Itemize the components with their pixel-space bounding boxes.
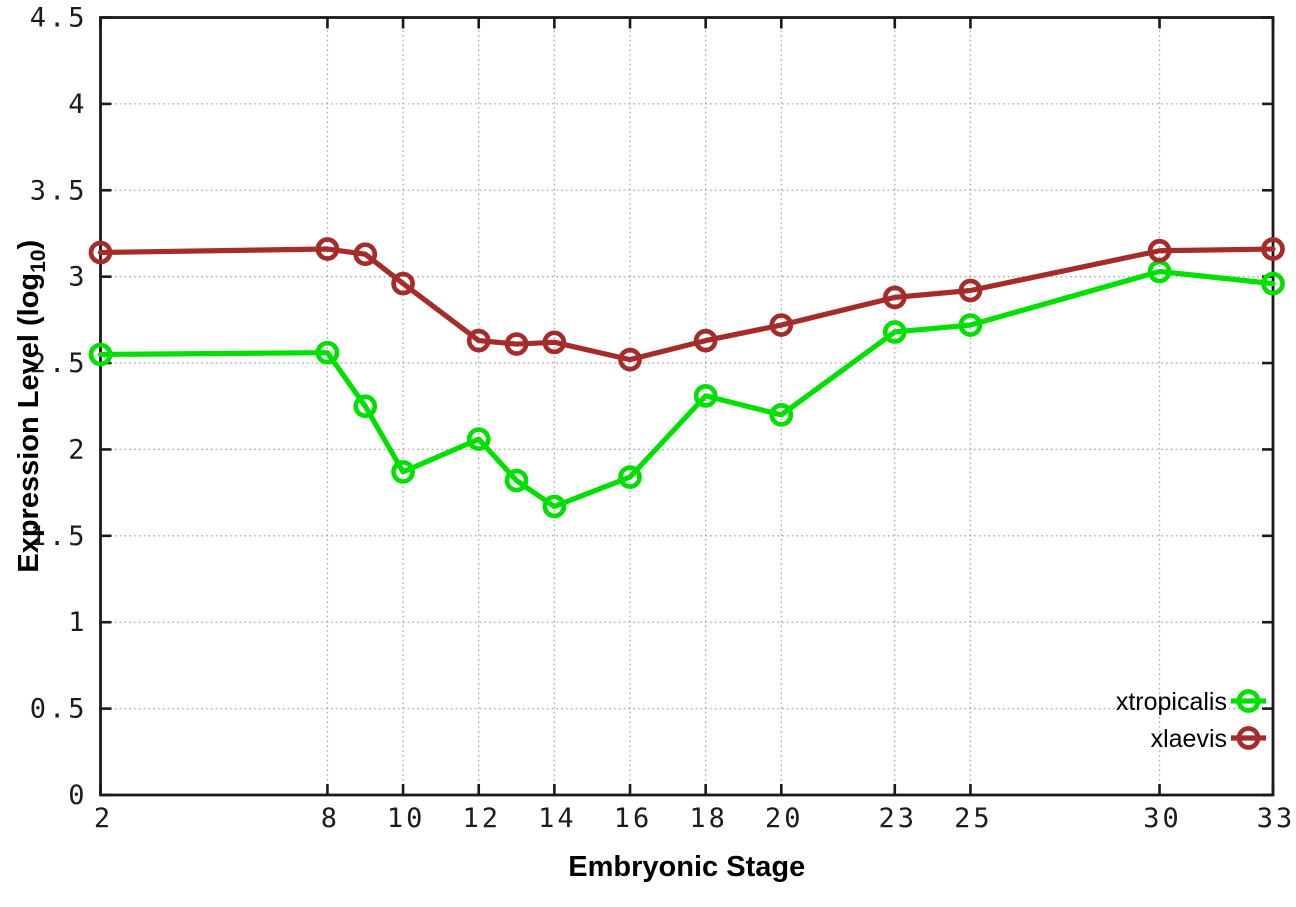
x-tick-label: 30: [1143, 803, 1182, 834]
series-xtropicalis: [88, 259, 1285, 519]
xlaevis-marker: [542, 330, 567, 355]
y-tick-labels: 0 0.5 1 1.5 2 2.5 3 3.5 4 4.5: [30, 3, 88, 812]
x-tick-label: 23: [879, 803, 918, 834]
xtropicalis-marker: [88, 342, 113, 367]
y-axis-title: Expression Level (log10): [13, 240, 50, 573]
y-tick-label: 0: [68, 780, 87, 811]
y-tick-label: 3: [68, 262, 87, 293]
legend-label: xlaevis: [1151, 725, 1227, 753]
xlaevis-marker: [618, 347, 642, 372]
x-tick-labels: 2 8 10 12 14 16 18 20 23 25 30 33: [94, 803, 1296, 834]
xlaevis-marker: [1147, 238, 1172, 263]
x-tick-label: 18: [689, 803, 728, 834]
x-tick-label: 25: [954, 803, 993, 834]
xlaevis-line: [97, 246, 1276, 363]
x-tick-label: 16: [614, 803, 653, 834]
xlaevis-marker: [504, 332, 529, 356]
tick-marks: [99, 16, 1275, 797]
xlaevis-marker: [769, 313, 794, 337]
xlaevis-marker: [353, 242, 378, 267]
x-tick-label: 12: [462, 803, 501, 834]
xtropicalis-marker: [1261, 271, 1285, 296]
gridlines: [100, 17, 1273, 795]
xtropicalis-marker: [618, 465, 642, 489]
x-tick-label: 8: [321, 803, 340, 834]
legend-entry-xlaevis: xlaevis: [1151, 725, 1266, 753]
y-tick-label: 0.5: [30, 694, 88, 725]
xtropicalis-marker: [391, 460, 415, 484]
y-tick-label: 3.5: [30, 175, 88, 206]
legend-label: xtropicalis: [1116, 688, 1227, 716]
xlaevis-marker: [391, 271, 415, 296]
series-xlaevis: [88, 237, 1285, 372]
y-tick-label: 4: [68, 89, 87, 120]
xtropicalis-marker: [769, 403, 794, 427]
xtropicalis-marker: [542, 494, 567, 519]
y-tick-label: 1.5: [30, 521, 88, 552]
xlaevis-marker: [693, 328, 718, 353]
legend: xtropicalis xlaevis: [1116, 688, 1266, 753]
x-tick-label: 20: [765, 803, 804, 834]
x-tick-label: 2: [94, 803, 113, 834]
legend-sample-marker: [1236, 689, 1261, 713]
xlaevis-marker: [315, 237, 340, 261]
y-tick-label: 1: [68, 607, 87, 638]
x-tick-label: 33: [1257, 803, 1296, 834]
xlaevis-marker: [958, 278, 983, 303]
legend-sample-marker: [1236, 726, 1261, 750]
xlaevis-marker: [466, 328, 491, 353]
plot-border: [99, 16, 1275, 797]
x-axis-title: Embryonic Stage: [568, 851, 805, 883]
xtropicalis-marker: [315, 340, 340, 365]
xlaevis-marker: [1261, 237, 1285, 261]
xlaevis-marker: [88, 240, 113, 265]
xtropicalis-line: [97, 268, 1276, 510]
x-tick-label: 14: [538, 803, 577, 834]
xtropicalis-marker: [353, 394, 378, 419]
y-tick-label: 2: [68, 434, 87, 465]
xtropicalis-marker: [882, 320, 907, 344]
x-tick-label: 10: [387, 803, 426, 834]
xtropicalis-marker: [958, 313, 983, 337]
xlaevis-marker: [882, 285, 907, 310]
legend-entry-xtropicalis: xtropicalis: [1116, 688, 1266, 716]
y-tick-label: 2.5: [30, 348, 88, 379]
y-tick-label: 4.5: [30, 3, 88, 34]
xtropicalis-marker: [466, 427, 491, 451]
xtropicalis-marker: [693, 384, 718, 408]
xtropicalis-marker: [504, 468, 529, 493]
